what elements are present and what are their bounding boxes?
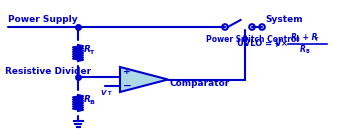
Text: T: T (315, 37, 318, 42)
Text: R: R (84, 45, 91, 55)
Text: R: R (84, 95, 91, 105)
Text: ×: × (278, 39, 288, 48)
Text: B: B (296, 37, 300, 42)
Text: Comparator: Comparator (170, 79, 230, 88)
Text: B: B (305, 49, 309, 54)
Text: System: System (265, 15, 303, 24)
Text: + R: + R (300, 34, 318, 42)
Text: +: + (123, 68, 131, 76)
Text: V: V (100, 90, 106, 96)
Text: T: T (107, 91, 110, 96)
Text: T: T (274, 43, 277, 48)
Text: B: B (90, 99, 94, 105)
Polygon shape (120, 67, 168, 92)
Text: T: T (90, 49, 94, 55)
Text: Power Supply: Power Supply (8, 15, 78, 24)
Text: UVLO = V: UVLO = V (237, 39, 282, 48)
Text: Resistive Divider: Resistive Divider (5, 68, 91, 76)
Text: Power Switch Control: Power Switch Control (206, 35, 299, 44)
Text: R: R (300, 45, 306, 55)
Text: −: − (123, 81, 132, 91)
Text: R: R (291, 34, 297, 42)
